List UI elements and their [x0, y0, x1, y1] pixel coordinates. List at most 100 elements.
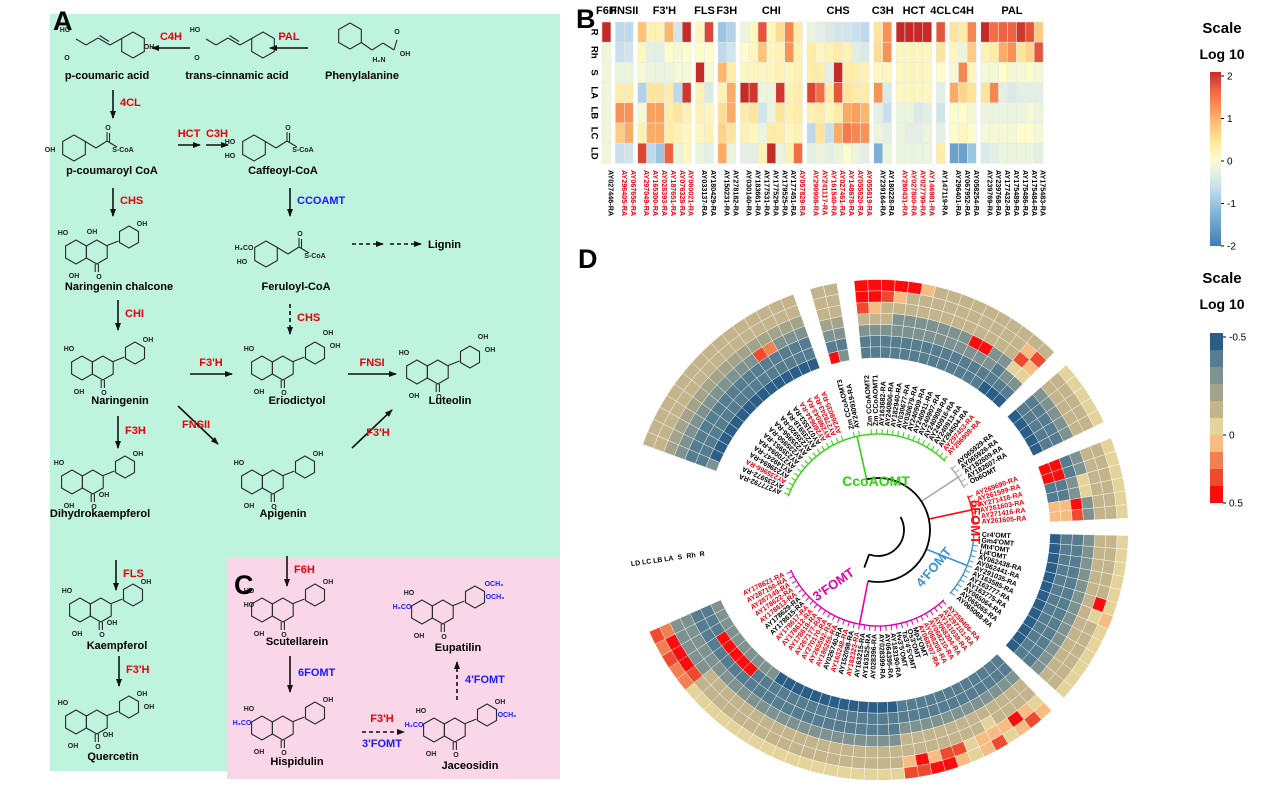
- svg-text:OCH₃: OCH₃: [485, 581, 504, 588]
- svg-text:OH: OH: [414, 633, 425, 640]
- svg-text:OH: OH: [254, 389, 265, 396]
- svg-text:AY239769-RA: AY239769-RA: [985, 170, 994, 216]
- svg-text:AY055820-RA: AY055820-RA: [856, 170, 865, 216]
- panel-d-label: D: [578, 244, 598, 274]
- svg-text:HO: HO: [237, 259, 248, 266]
- svg-text:PAL: PAL: [1001, 5, 1022, 17]
- svg-text:S: S: [589, 69, 600, 75]
- svg-text:FNSI: FNSI: [359, 357, 384, 369]
- svg-text:O: O: [297, 231, 303, 238]
- svg-text:HCT: HCT: [178, 128, 201, 140]
- svg-text:OH: OH: [72, 631, 83, 638]
- svg-text:Rh: Rh: [589, 46, 600, 59]
- svg-text:4CL: 4CL: [120, 97, 141, 109]
- svg-text:Kaempferol: Kaempferol: [87, 640, 148, 652]
- panel-c-background: [227, 557, 560, 779]
- svg-text:trans-cinnamic acid: trans-cinnamic acid: [185, 70, 288, 82]
- svg-text:HO: HO: [60, 27, 71, 34]
- svg-text:O: O: [281, 750, 287, 757]
- svg-text:HO: HO: [64, 346, 75, 353]
- svg-text:C4H: C4H: [952, 5, 974, 17]
- gene-leaf-labels: AY277792-RAAY235972-RAAY235966-RAAY23969…: [738, 375, 1026, 679]
- svg-text:OH: OH: [323, 579, 334, 586]
- svg-text:Hispidulin: Hispidulin: [270, 756, 323, 768]
- svg-text:LA: LA: [664, 555, 674, 563]
- expression-rings: [642, 279, 1129, 781]
- svg-text:OH: OH: [323, 697, 334, 704]
- svg-text:AY180429-RA: AY180429-RA: [709, 170, 718, 216]
- svg-text:CHS: CHS: [120, 195, 143, 207]
- svg-text:Naringenin: Naringenin: [91, 395, 149, 407]
- svg-text:AY239164-RA: AY239164-RA: [878, 170, 887, 216]
- svg-text:O: O: [99, 632, 105, 639]
- svg-text:OCH₃: OCH₃: [498, 712, 517, 719]
- compound-names: p-coumaric acid trans-cinnamic acid Phenyl…: [50, 70, 499, 772]
- svg-text:C4H: C4H: [160, 31, 182, 43]
- svg-text:O: O: [436, 394, 442, 401]
- svg-text:CHS: CHS: [827, 5, 850, 17]
- svg-text:O: O: [281, 390, 287, 397]
- svg-text:AY060021-RA: AY060021-RA: [687, 170, 696, 216]
- svg-text:F3H: F3H: [125, 425, 146, 437]
- ring-track-labels: LD LC LB LA S Rh R: [631, 551, 706, 568]
- svg-text:OH: OH: [144, 704, 155, 711]
- svg-text:AY058254-RA: AY058254-RA: [972, 170, 981, 216]
- svg-text:AY028399-RA: AY028399-RA: [877, 634, 885, 679]
- svg-text:AY076328-RA: AY076328-RA: [678, 170, 687, 216]
- svg-text:Eupatilin: Eupatilin: [435, 642, 482, 654]
- svg-text:AY278182-RA: AY278182-RA: [731, 170, 740, 216]
- svg-text:OH: OH: [485, 347, 496, 354]
- svg-text:AY260431-RA: AY260431-RA: [901, 170, 910, 216]
- svg-text:O: O: [96, 274, 102, 281]
- svg-text:OH: OH: [133, 451, 144, 458]
- svg-text:OH: OH: [141, 579, 152, 586]
- svg-text:OH: OH: [74, 389, 85, 396]
- scale-b-colorbar: 2 1 0 -1 -2: [1210, 72, 1236, 251]
- svg-text:H₃CO: H₃CO: [235, 245, 254, 252]
- svg-text:CHI: CHI: [125, 308, 144, 320]
- svg-text:OH: OH: [400, 51, 411, 58]
- svg-text:AY180228-RA: AY180228-RA: [887, 170, 896, 216]
- phylogenetic-tree: [783, 429, 979, 631]
- svg-text:-1: -1: [1227, 199, 1236, 210]
- svg-text:LD: LD: [631, 560, 641, 568]
- svg-text:AY147119-RA: AY147119-RA: [941, 170, 950, 216]
- svg-text:p-coumaroyl CoA: p-coumaroyl CoA: [66, 165, 158, 177]
- svg-text:0: 0: [1227, 157, 1233, 168]
- svg-text:4'FOMT: 4'FOMT: [913, 544, 955, 590]
- svg-text:-2: -2: [1227, 242, 1236, 251]
- scale-b-title: Scale: [1202, 20, 1242, 37]
- svg-text:OH: OH: [323, 330, 334, 337]
- svg-text:AY028393-RA: AY028393-RA: [660, 170, 669, 216]
- svg-text:O: O: [101, 390, 107, 397]
- svg-text:LC: LC: [589, 127, 600, 140]
- scale-d-subtitle: Log 10: [1199, 296, 1245, 312]
- svg-text:Mt4'OMT: Mt4'OMT: [980, 543, 1011, 555]
- svg-text:S-CoA: S-CoA: [292, 147, 313, 154]
- svg-text:OH: OH: [143, 337, 154, 344]
- svg-text:AY163682-RA: AY163682-RA: [879, 381, 888, 426]
- svg-text:AY296401-RA: AY296401-RA: [954, 170, 963, 216]
- svg-text:AY027800-RA: AY027800-RA: [909, 170, 918, 216]
- svg-text:O: O: [95, 744, 101, 751]
- svg-text:AY296405-RA: AY296405-RA: [620, 170, 629, 216]
- svg-text:AY241117-RA: AY241117-RA: [820, 170, 829, 215]
- svg-text:2: 2: [1227, 72, 1233, 83]
- svg-text:OH: OH: [144, 44, 155, 51]
- svg-text:Jaceosidin: Jaceosidin: [442, 760, 499, 772]
- svg-text:H₃CO: H₃CO: [233, 720, 252, 727]
- svg-text:AY030140-RA: AY030140-RA: [745, 170, 754, 216]
- svg-text:H₃CO: H₃CO: [393, 604, 412, 611]
- svg-text:CHS: CHS: [297, 312, 320, 324]
- svg-text:F6H: F6H: [294, 564, 315, 576]
- svg-text:F3H: F3H: [716, 5, 737, 17]
- svg-text:OH: OH: [107, 620, 118, 627]
- svg-text:AY027461-RA: AY027461-RA: [838, 170, 847, 216]
- svg-text:HO: HO: [225, 139, 236, 146]
- svg-text:HO: HO: [244, 602, 255, 609]
- svg-text:Dihydrokaempferol: Dihydrokaempferol: [50, 508, 150, 520]
- svg-text:FNSII: FNSII: [182, 419, 210, 431]
- svg-text:F3'H: F3'H: [199, 357, 222, 369]
- svg-text:6FOMT: 6FOMT: [968, 500, 983, 544]
- svg-text:FLS: FLS: [694, 5, 715, 17]
